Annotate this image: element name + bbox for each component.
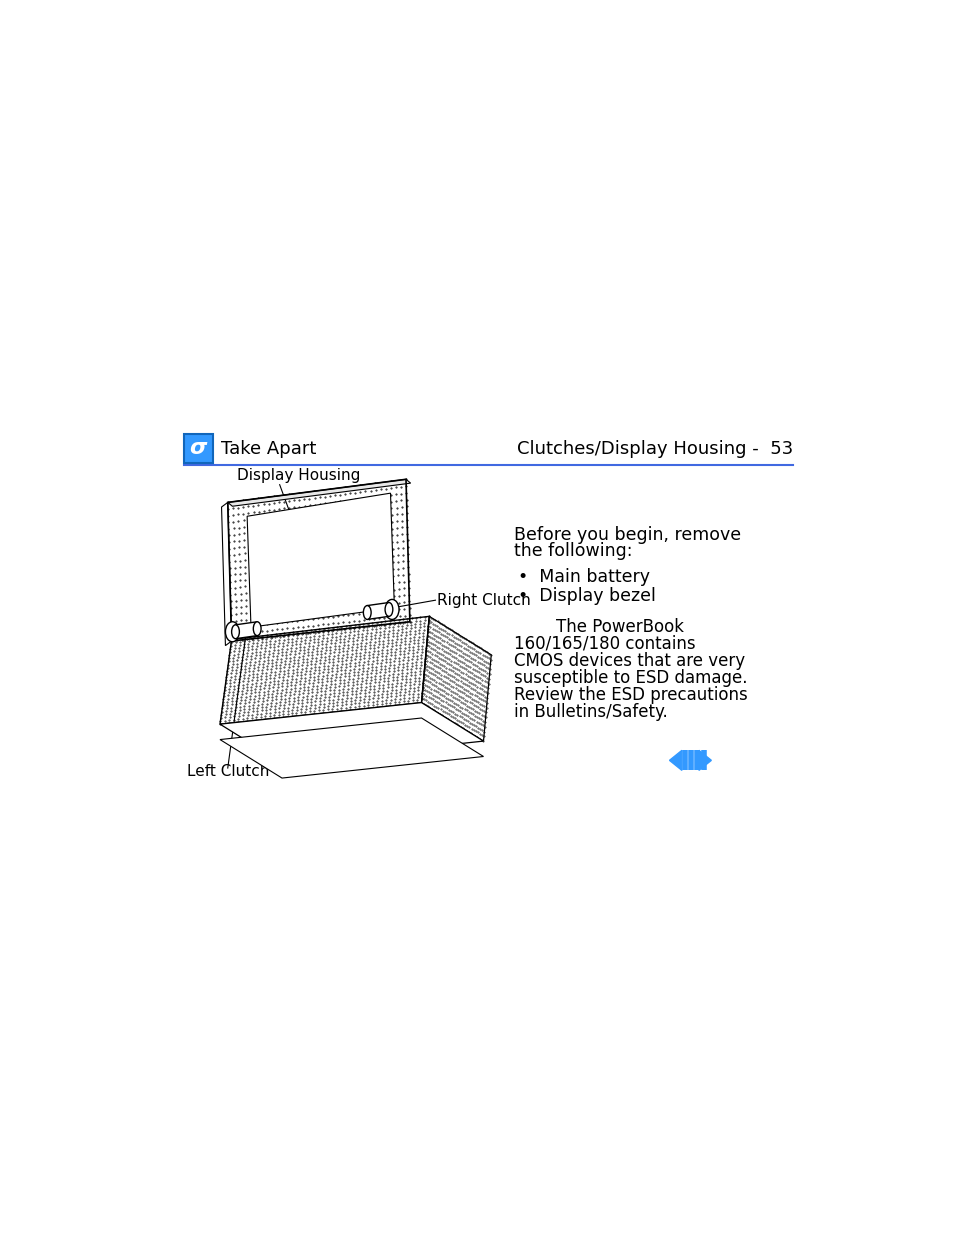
- Text: 160/165/180 contains: 160/165/180 contains: [514, 635, 696, 653]
- Polygon shape: [235, 621, 257, 638]
- FancyBboxPatch shape: [183, 433, 213, 463]
- Ellipse shape: [225, 621, 239, 642]
- Polygon shape: [221, 503, 232, 646]
- Text: The PowerBook: The PowerBook: [514, 618, 684, 636]
- Text: σ: σ: [190, 438, 207, 458]
- Polygon shape: [699, 751, 711, 771]
- Text: in Bulletins/Safety.: in Bulletins/Safety.: [514, 703, 667, 720]
- Text: •  Display bezel: • Display bezel: [517, 587, 656, 605]
- Text: the following:: the following:: [514, 542, 633, 561]
- Ellipse shape: [385, 599, 398, 620]
- Ellipse shape: [253, 621, 261, 636]
- Ellipse shape: [232, 625, 239, 638]
- Text: CMOS devices that are very: CMOS devices that are very: [514, 652, 745, 669]
- Text: Clutches/Display Housing -  53: Clutches/Display Housing - 53: [517, 440, 793, 457]
- Text: Take Apart: Take Apart: [220, 440, 315, 457]
- Polygon shape: [228, 479, 410, 506]
- Polygon shape: [220, 703, 483, 763]
- Text: Display Housing: Display Housing: [236, 468, 360, 483]
- Text: susceptible to ESD damage.: susceptible to ESD damage.: [514, 668, 747, 687]
- Text: Review the ESD precautions: Review the ESD precautions: [514, 685, 747, 704]
- Polygon shape: [220, 718, 483, 778]
- Text: Left Clutch: Left Clutch: [187, 764, 270, 779]
- Text: Before you begin, remove: Before you begin, remove: [514, 526, 740, 543]
- Polygon shape: [669, 751, 681, 771]
- Ellipse shape: [363, 605, 371, 620]
- Polygon shape: [247, 493, 394, 627]
- Text: •  Main battery: • Main battery: [517, 568, 650, 585]
- Text: Right Clutch: Right Clutch: [436, 593, 530, 608]
- Polygon shape: [367, 603, 389, 620]
- Ellipse shape: [385, 603, 393, 616]
